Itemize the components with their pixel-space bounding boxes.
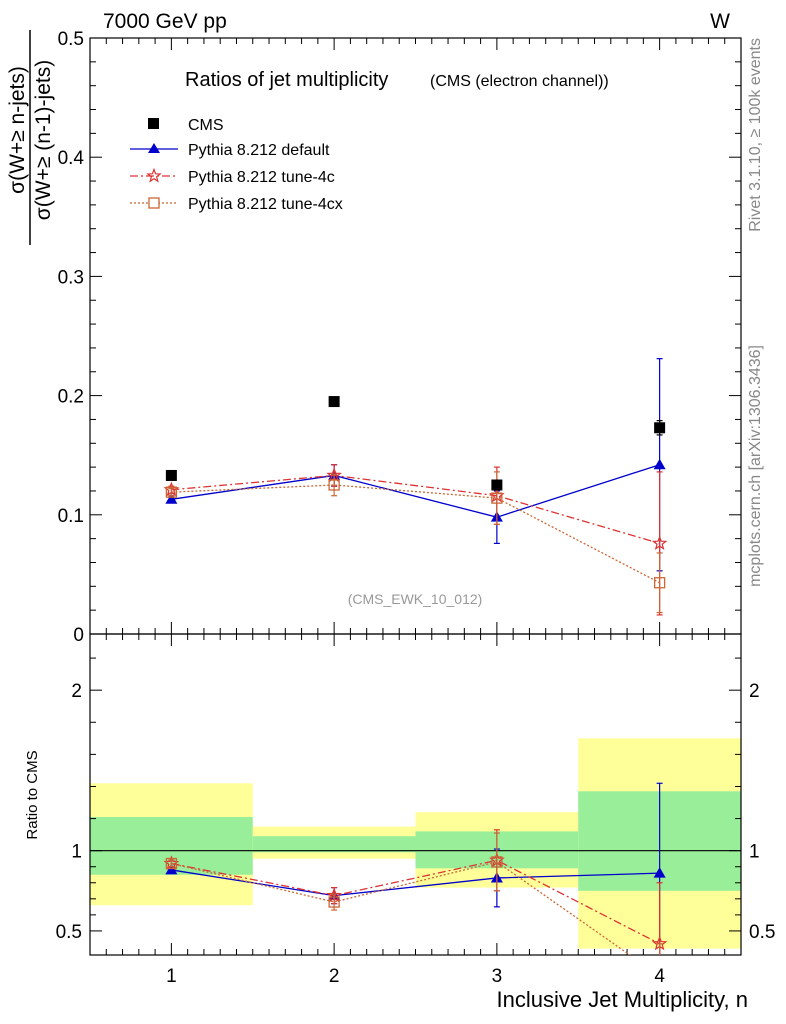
band-inner-2	[252, 836, 416, 853]
ratio-series-line-1	[171, 859, 660, 945]
main-series-line-1	[171, 474, 660, 545]
legend: CMS Pythia 8.212 default Pythia 8.212 tu…	[130, 117, 343, 213]
plot-layer: 0 0.1 0.2 0.3 0.4 0.5 1 2 3 4 0.5 0.5 1 1 2 2	[56, 29, 776, 987]
chart-title: Ratios of jet multiplicity	[185, 69, 388, 91]
legend-entry-tune-4c: Pythia 8.212 tune-4c	[130, 167, 335, 186]
main-point	[328, 479, 340, 491]
ratio-ytick-label: 1	[71, 842, 82, 863]
main-cms-point	[328, 396, 340, 408]
main-cms-point	[654, 422, 666, 434]
process-label: W	[710, 10, 730, 33]
main-point	[653, 458, 666, 470]
main-ytick-label: 0.5	[58, 29, 84, 50]
mcplots-label: mcplots.cern.ch [arXiv:1306.3436]	[747, 345, 764, 587]
rivet-label: Rivet 3.1.10, ≥ 100k events	[747, 38, 764, 232]
main-point	[165, 493, 178, 504]
ratio-series-2	[165, 832, 663, 955]
chart-subtitle: (CMS (electron channel))	[430, 73, 609, 90]
ratio-point	[165, 857, 178, 870]
main-ytick-label: 0.2	[58, 387, 84, 408]
analysis-tag: (CMS_EWK_10_012)	[348, 591, 483, 607]
ratio-bands	[90, 738, 741, 949]
main-point	[165, 486, 178, 498]
energy-label: 7000 GeV pp	[103, 10, 227, 33]
main-ytick-label: 0.4	[58, 148, 85, 169]
legend-label-tune-4c: Pythia 8.212 tune-4c	[188, 169, 335, 186]
ratio-xtick-label: 4	[654, 966, 665, 987]
main-series-line-0	[171, 464, 660, 518]
legend-label-cms: CMS	[188, 117, 224, 134]
ratio-point	[653, 867, 666, 878]
legend-label-tune-4cx: Pythia 8.212 tune-4cx	[188, 196, 343, 213]
main-series-0	[165, 358, 666, 572]
ratio-ytick-label-right: 1	[749, 842, 760, 863]
main-ytick-label: 0	[73, 625, 84, 646]
ratio-ytick-label-right: 0.5	[749, 922, 775, 943]
legend-entry-default: Pythia 8.212 default	[130, 142, 330, 159]
main-series-line-2	[171, 484, 660, 584]
main-point	[653, 577, 666, 589]
ratio-xtick-label: 1	[166, 966, 177, 987]
ratio-ytick-label: 0.5	[56, 922, 82, 943]
ratio-point	[491, 856, 503, 868]
main-point	[651, 535, 668, 551]
legend-marker-default	[148, 143, 160, 153]
main-ytick-label: 0.3	[58, 267, 84, 288]
legend-entry-cms: CMS	[148, 117, 224, 134]
legend-marker-tune-4cx	[148, 197, 160, 209]
ratio-ytick-label: 2	[71, 681, 82, 702]
ratio-xtick-label: 3	[492, 966, 503, 987]
ratio-xtick-label: 2	[329, 966, 340, 987]
legend-marker-cms	[148, 118, 159, 129]
legend-entry-tune-4cx: Pythia 8.212 tune-4cx	[130, 196, 343, 213]
main-cms-point	[491, 479, 503, 491]
legend-marker-tune-4c	[146, 167, 162, 183]
ratio-series-line-0	[171, 869, 660, 897]
main-cms-point	[165, 469, 177, 481]
ratio-point	[165, 863, 178, 875]
main-point	[491, 492, 503, 504]
ratio-point	[328, 896, 340, 908]
ratio-ylabel: Ratio to CMS	[24, 750, 41, 839]
main-ytick-label: 0.1	[58, 506, 84, 527]
x-axis-label: Inclusive Jet Multiplicity, n	[497, 987, 748, 1012]
legend-label-default: Pythia 8.212 default	[188, 142, 330, 159]
main-ylabel-numerator: σ(W+≥ n-jets)	[6, 66, 29, 194]
main-ylabel-denominator: σ(W+≥ (n-1)-jets)	[32, 60, 55, 220]
ratio-ytick-label-right: 2	[749, 681, 760, 702]
main-cms-series-0	[165, 396, 666, 491]
